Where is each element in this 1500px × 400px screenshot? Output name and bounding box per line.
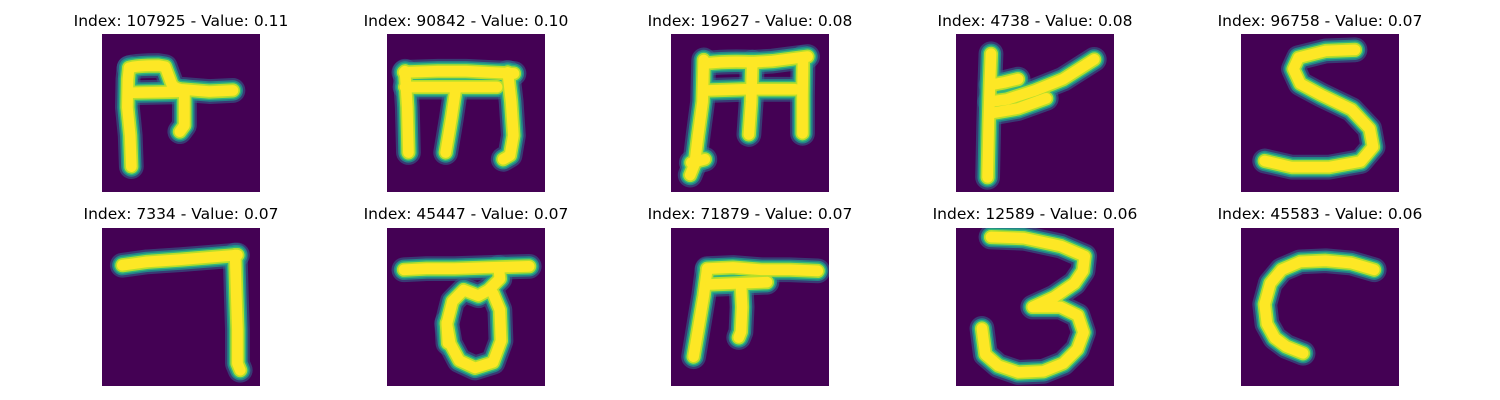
glyph-stroke — [440, 82, 462, 158]
glyph-stroke — [441, 317, 454, 349]
glyph-canvas — [1241, 34, 1399, 192]
digit-image — [102, 228, 260, 386]
panel-title: Index: 90842 - Value: 0.10 — [363, 12, 569, 30]
panel-title: Index: 71879 - Value: 0.07 — [647, 205, 853, 223]
glyph-canvas — [671, 34, 829, 192]
glyph-stroke — [702, 83, 801, 96]
glyph-stroke — [976, 231, 1091, 378]
glyph-stroke — [797, 52, 809, 139]
glyph-stroke — [743, 56, 758, 140]
digit-image — [1241, 34, 1399, 192]
panel-title: Index: 45447 - Value: 0.07 — [363, 205, 569, 223]
panel-title: Index: 4738 - Value: 0.08 — [937, 12, 1133, 30]
glyph-canvas — [387, 228, 545, 386]
glyph-canvas — [1241, 228, 1399, 386]
panel-title: Index: 7334 - Value: 0.07 — [83, 205, 279, 223]
digit-image — [1241, 228, 1399, 386]
glyph-stroke — [1259, 255, 1380, 359]
glyph-stroke — [701, 262, 824, 277]
panel-title: Index: 96758 - Value: 0.07 — [1217, 12, 1423, 30]
digit-image — [671, 34, 829, 192]
glyph-stroke — [127, 86, 191, 99]
digit-image — [671, 228, 829, 386]
digit-image — [102, 34, 260, 192]
glyph-canvas — [102, 34, 260, 192]
digit-image — [956, 34, 1114, 192]
glyph-canvas — [956, 228, 1114, 386]
panel-title: Index: 107925 - Value: 0.11 — [73, 12, 289, 30]
glyph-stroke — [986, 92, 1052, 119]
glyph-stroke — [122, 62, 137, 172]
glyph-stroke — [984, 54, 1100, 108]
glyph-stroke — [985, 73, 1024, 91]
digit-image — [956, 228, 1114, 386]
panel-title: Index: 12589 - Value: 0.06 — [932, 205, 1138, 223]
glyph-stroke — [497, 67, 519, 165]
glyph-stroke — [174, 86, 190, 137]
panel-title: Index: 45583 - Value: 0.06 — [1217, 205, 1423, 223]
glyph-stroke — [733, 279, 748, 343]
panel-title: Index: 19627 - Value: 0.08 — [647, 12, 853, 30]
glyph-stroke — [398, 65, 520, 79]
glyph-stroke — [229, 249, 246, 376]
glyph-canvas — [387, 34, 545, 192]
glyph-stroke — [398, 261, 535, 276]
glyph-stroke — [1259, 44, 1379, 173]
digit-image — [387, 34, 545, 192]
glyph-canvas — [102, 228, 260, 386]
glyph-canvas — [956, 34, 1114, 192]
glyph-stroke — [685, 153, 711, 169]
digit-image — [387, 228, 545, 386]
glyph-stroke — [116, 249, 243, 271]
glyph-canvas — [671, 228, 829, 386]
